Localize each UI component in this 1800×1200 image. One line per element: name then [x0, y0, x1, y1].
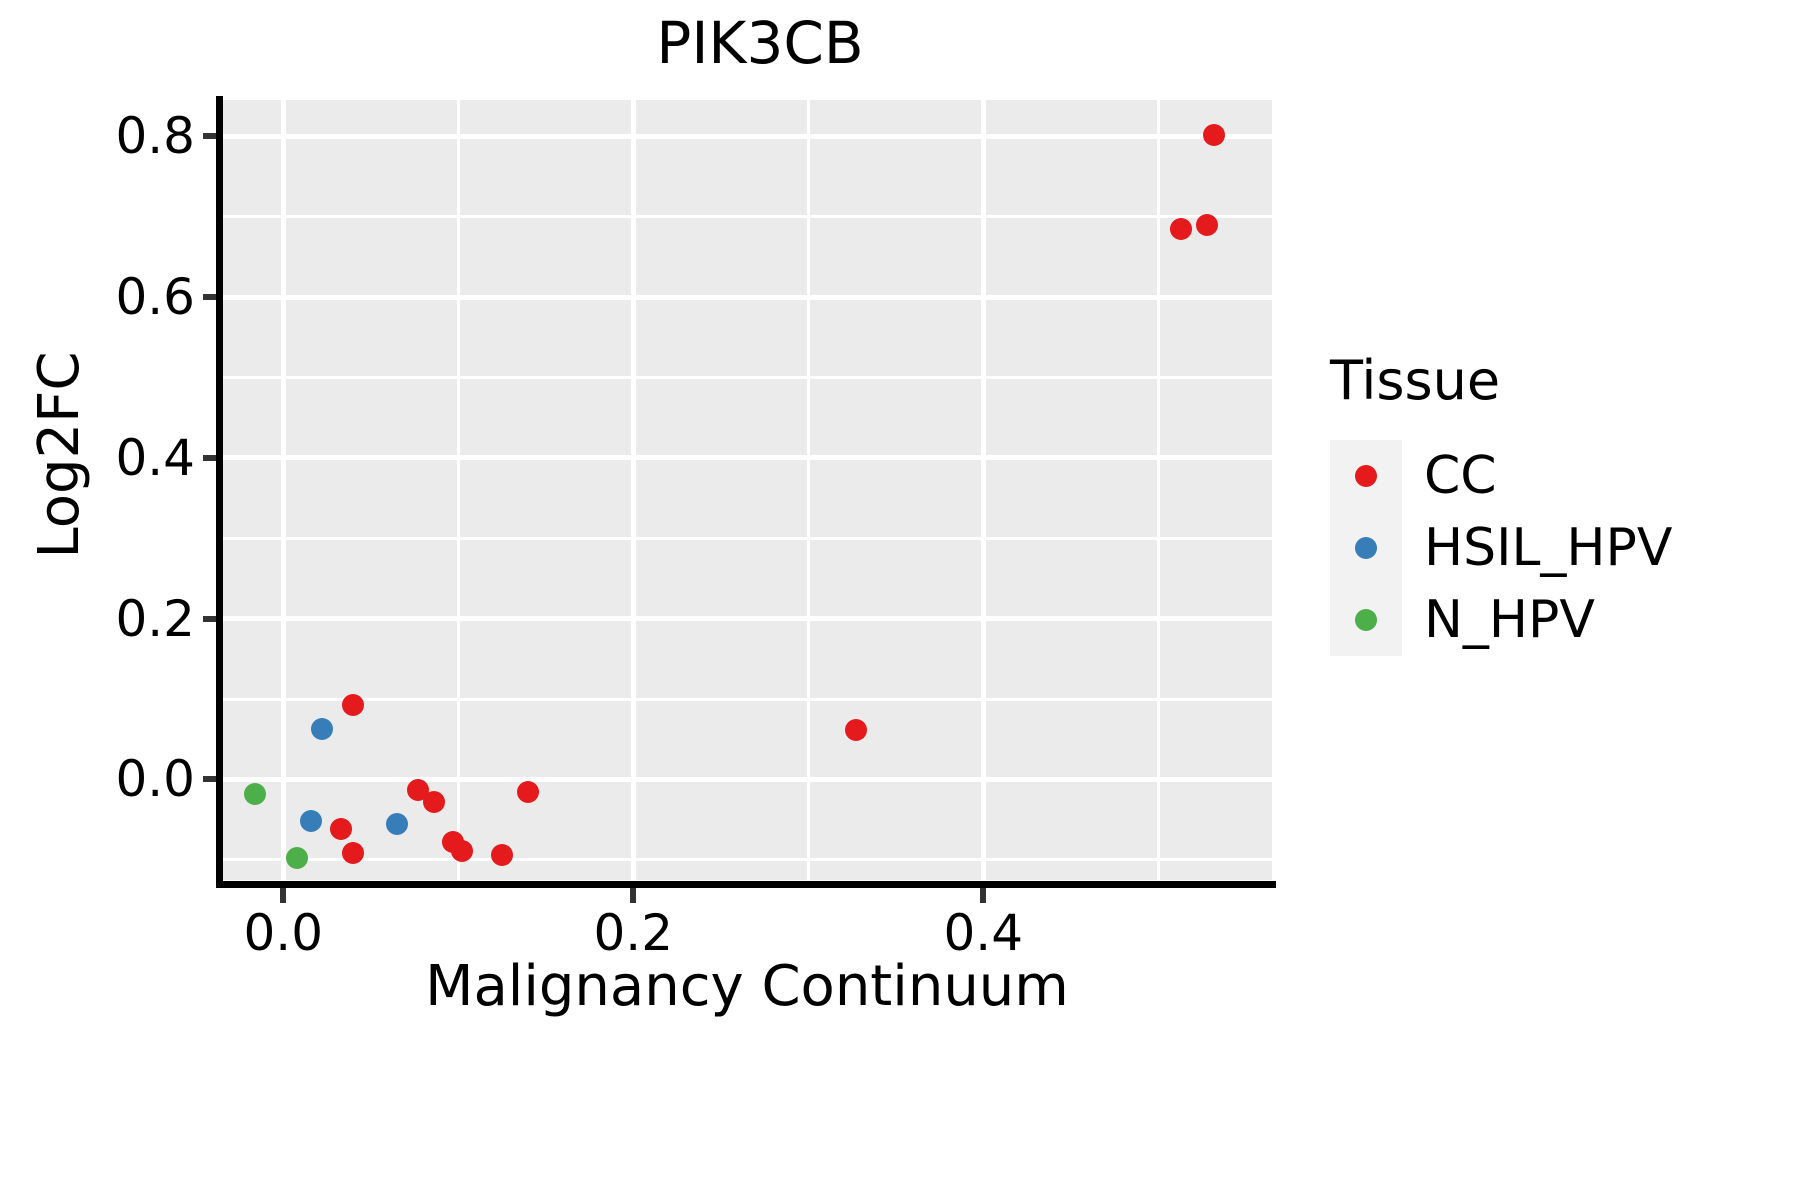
- legend-item-label: N_HPV: [1424, 590, 1595, 650]
- y-tick-label: 0.0: [115, 750, 195, 809]
- y-axis-line: [216, 96, 223, 888]
- gridline-minor-horizontal: [222, 215, 1272, 219]
- gridline-minor-vertical: [456, 100, 460, 880]
- y-axis-title: Log2FC: [27, 351, 92, 559]
- data-point-n_hpv: [286, 847, 309, 870]
- data-point-cc: [407, 778, 429, 801]
- legend-dot-icon: [1355, 609, 1377, 631]
- data-point-cc: [342, 693, 365, 716]
- x-axis-line: [216, 881, 1276, 888]
- legend-item-hsil_hpv[interactable]: HSIL_HPV: [1330, 512, 1760, 584]
- gridline-major-horizontal: [222, 616, 1272, 622]
- legend-item-label: CC: [1424, 446, 1497, 506]
- gridline-minor-vertical: [1156, 100, 1160, 880]
- y-tick-label: 0.2: [115, 589, 195, 648]
- y-tick-mark: [203, 133, 216, 140]
- x-tick-mark: [980, 888, 987, 903]
- data-point-cc: [330, 818, 352, 841]
- gridline-major-horizontal: [222, 776, 1272, 782]
- plot-panel: [222, 100, 1272, 880]
- data-point-hsil_hpv: [386, 812, 408, 835]
- legend-key-swatch: [1330, 584, 1402, 656]
- legend-item-n_hpv[interactable]: N_HPV: [1330, 584, 1760, 656]
- y-tick-mark: [203, 454, 216, 461]
- x-tick-mark: [280, 888, 287, 903]
- legend-items: CC HSIL_HPV N_HPV: [1330, 440, 1760, 656]
- legend-item-label: HSIL_HPV: [1424, 518, 1673, 578]
- gridline-major-vertical: [980, 100, 986, 880]
- legend-dot-icon: [1355, 465, 1377, 487]
- x-tick-label: 0.4: [943, 904, 1024, 962]
- data-point-cc: [422, 791, 445, 813]
- y-tick-label: 0.4: [115, 428, 195, 487]
- legend-item-cc[interactable]: CC: [1330, 440, 1760, 512]
- x-tick-mark: [630, 888, 637, 903]
- data-point-cc: [517, 780, 540, 803]
- legend-key-swatch: [1330, 440, 1402, 512]
- data-point-hsil_hpv: [300, 810, 323, 833]
- gridline-minor-horizontal: [222, 697, 1272, 701]
- gridline-minor-horizontal: [222, 536, 1272, 540]
- data-point-cc: [1170, 218, 1192, 241]
- gridline-major-vertical: [280, 100, 286, 880]
- legend-dot-icon: [1355, 537, 1377, 559]
- legend-key-swatch: [1330, 512, 1402, 584]
- gridline-major-horizontal: [222, 294, 1272, 300]
- x-axis-title: Malignancy Continuum: [425, 954, 1069, 1019]
- data-point-hsil_hpv: [310, 717, 333, 740]
- gridline-major-vertical: [630, 100, 636, 880]
- data-point-cc: [844, 718, 867, 741]
- data-point-cc: [491, 844, 513, 867]
- gridline-minor-vertical: [806, 100, 810, 880]
- legend: Tissue CC HSIL_HPV N_HPV: [1330, 350, 1760, 656]
- y-tick-label: 0.8: [115, 107, 195, 166]
- gridline-minor-horizontal: [222, 375, 1272, 379]
- plot-title: PIK3CB: [656, 9, 864, 77]
- y-tick-label: 0.6: [115, 268, 195, 326]
- data-point-cc: [1203, 124, 1226, 147]
- y-tick-mark: [203, 615, 216, 622]
- y-tick-mark: [203, 776, 216, 783]
- data-point-cc: [450, 840, 473, 863]
- gridline-minor-horizontal: [222, 858, 1272, 862]
- x-tick-label: 0.2: [593, 904, 674, 962]
- data-point-cc: [1196, 213, 1219, 236]
- legend-title: Tissue: [1330, 349, 1501, 412]
- data-point-cc: [342, 842, 365, 865]
- data-point-n_hpv: [244, 782, 267, 805]
- gridline-major-horizontal: [222, 133, 1272, 139]
- gridline-major-horizontal: [222, 455, 1272, 461]
- x-tick-label: 0.0: [243, 904, 324, 962]
- y-tick-mark: [203, 294, 216, 300]
